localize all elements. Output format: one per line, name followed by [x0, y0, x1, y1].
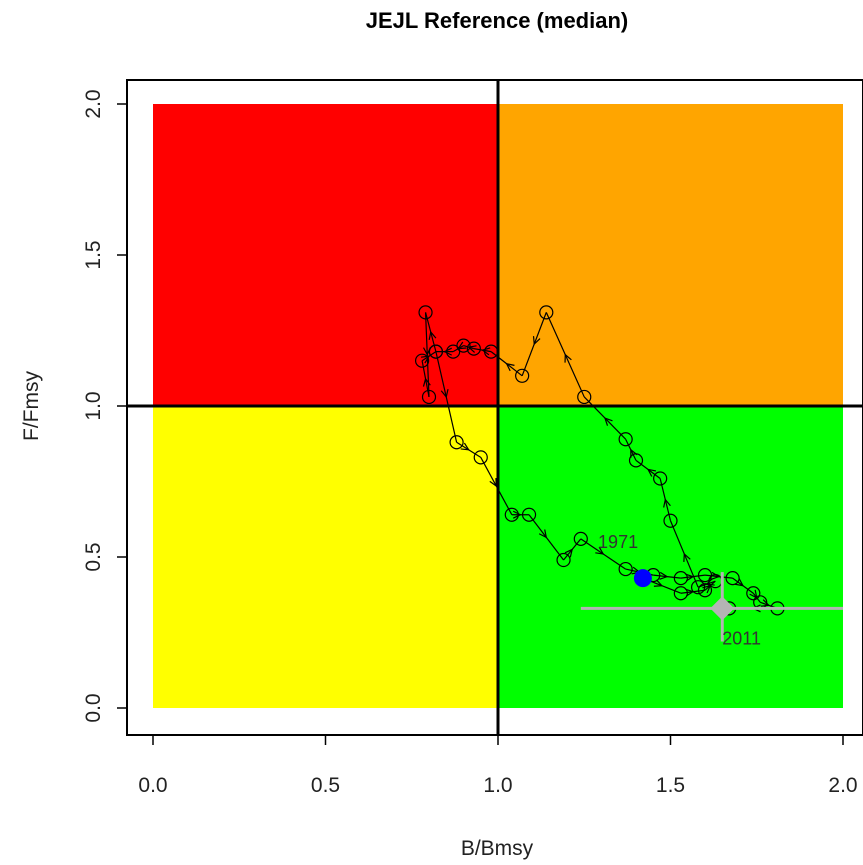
trajectory-point: [456, 338, 471, 353]
y-tick-label: 2.0: [82, 89, 105, 118]
trajectory-arrow: [653, 579, 664, 587]
quadrant-not-overfished-overfishing: [498, 104, 843, 406]
trajectory-point: [746, 586, 761, 601]
trajectory-arrow: [711, 571, 721, 580]
y-tick-label: 1.0: [82, 391, 105, 420]
trajectory-arrow: [460, 442, 470, 451]
trajectory-arrow: [512, 510, 522, 519]
trajectory-point: [446, 344, 461, 359]
trajectory-point: [415, 353, 430, 368]
chart-title: JEJL Reference (median): [366, 8, 628, 33]
trajectory-point: [573, 531, 588, 546]
trajectory-arrow: [489, 478, 497, 488]
trajectory-point: [663, 513, 678, 528]
trajectory-point: [673, 586, 688, 601]
trajectory-arrow: [749, 589, 758, 599]
y-axis-label: F/Fmsy: [20, 371, 43, 441]
trajectory-arrow: [564, 353, 572, 363]
trajectory-arrow: [734, 578, 745, 587]
trajectory-arrow: [683, 552, 691, 563]
reference-lines: [127, 80, 863, 735]
trajectory-point: [466, 341, 481, 356]
trajectory-point: [673, 571, 688, 586]
trajectory-arrow: [538, 529, 548, 539]
trajectory-arrow: [630, 448, 638, 458]
trajectory-point: [484, 344, 499, 359]
trajectory-point: [504, 507, 519, 522]
trajectory-point: [618, 432, 633, 447]
x-axis: 0.0 0.5 1.0 1.5 2.0: [138, 735, 858, 797]
trajectory-point: [428, 344, 443, 359]
trajectory-point: [725, 571, 740, 586]
trajectory-arrow: [595, 546, 605, 555]
trajectory-arrow: [646, 468, 657, 477]
end-point-marker: [710, 596, 735, 621]
trajectory-arrow: [420, 355, 431, 364]
x-tick-label: 2.0: [828, 774, 857, 797]
x-tick-label: 1.0: [483, 774, 512, 797]
quadrant-layer: [153, 104, 843, 708]
trajectory-point: [618, 561, 633, 577]
year-annotation: 2011: [722, 629, 761, 649]
trajectory-point: [556, 552, 571, 568]
trajectory-arrow: [685, 573, 695, 582]
quadrant-overfished-no-overfishing: [153, 406, 498, 708]
trajectory-arrow: [659, 571, 669, 580]
trajectory-point: [539, 305, 554, 320]
trajectory-point: [690, 580, 706, 595]
x-tick-label: 1.5: [656, 774, 685, 797]
trajectory-point: [473, 450, 488, 465]
trajectory-point: [418, 305, 433, 320]
trajectory-point: [521, 507, 537, 522]
trajectory-arrow: [532, 336, 541, 346]
trajectory-arrow: [440, 389, 449, 399]
endpoint-layer: [580, 569, 843, 642]
trajectory-point: [421, 389, 437, 405]
year-annotation: 1971: [598, 532, 638, 552]
start-point-marker: [633, 569, 652, 588]
y-tick-label: 0.5: [82, 542, 105, 571]
trajectory-point: [628, 453, 644, 468]
trajectory-point: [515, 368, 530, 383]
trajectory-arrow: [443, 347, 452, 356]
quadrant-overfished-overfishing: [153, 104, 498, 406]
trajectory-arrow: [467, 345, 477, 353]
y-tick-label: 1.5: [82, 240, 105, 269]
annotation-layer: 1971 2011: [598, 532, 761, 649]
x-tick-label: 0.0: [138, 774, 167, 797]
trajectory-point: [653, 471, 668, 486]
trajectory-point: [577, 389, 592, 405]
quadrant-healthy: [498, 406, 843, 708]
trajectory-arrow: [505, 362, 515, 372]
trajectory-arrow: [603, 417, 613, 426]
trajectory-arrow: [663, 498, 671, 508]
x-axis-label: B/Bmsy: [461, 837, 534, 860]
trajectory-arrow: [481, 347, 491, 356]
trajectory-point: [697, 583, 713, 598]
trajectory-arrow: [564, 548, 574, 558]
trajectory-layer: [415, 305, 785, 616]
trajectory-arrow: [760, 599, 771, 607]
y-axis: 0.0 0.5 1.0 1.5 2.0: [82, 89, 127, 723]
plot-frame: [126, 79, 863, 736]
trajectory-arrow: [428, 330, 437, 340]
x-tick-label: 0.5: [311, 774, 340, 797]
trajectory-point: [697, 568, 713, 583]
y-tick-label: 0.0: [82, 693, 105, 722]
trajectory-arrow: [422, 377, 431, 387]
trajectory-point: [449, 435, 464, 450]
